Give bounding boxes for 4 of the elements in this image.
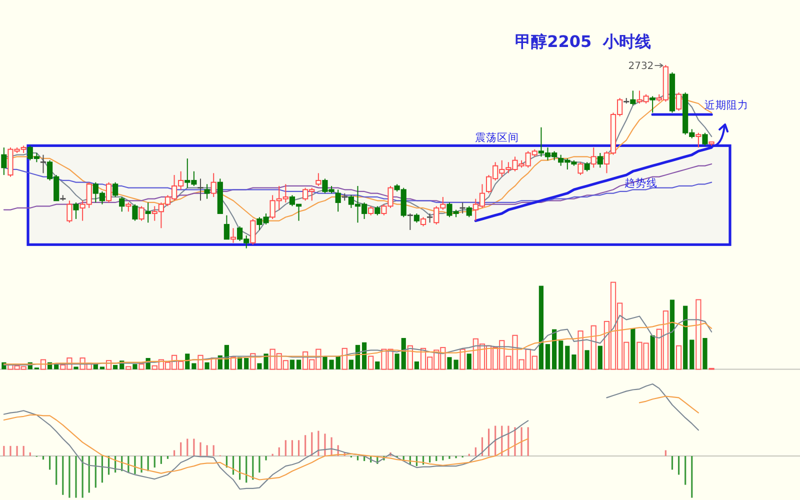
annotation: 2732 [628, 61, 654, 72]
band-label: 震荡区间 [475, 132, 519, 144]
title: 甲醇2205 小时线 [515, 32, 651, 51]
series-label: 近期阻力 [704, 100, 748, 112]
